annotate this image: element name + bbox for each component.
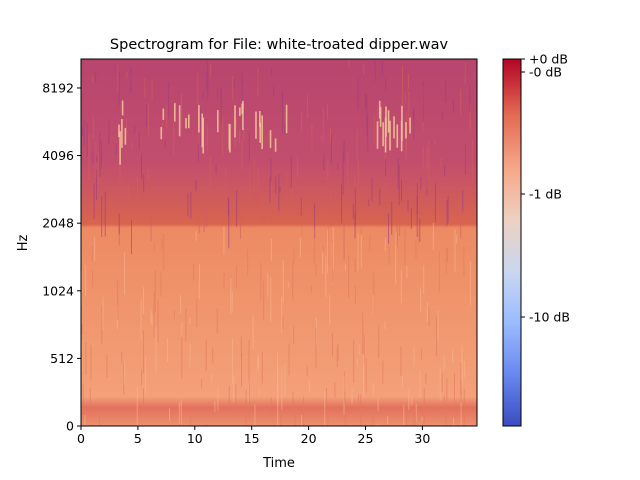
colorbar-gradient bbox=[502, 58, 522, 427]
y-tick-label: 4096 bbox=[42, 148, 74, 163]
x-tick-label: 30 bbox=[414, 431, 430, 446]
x-tick-label: 20 bbox=[301, 431, 317, 446]
colorbar-tick-label: -1 dB bbox=[529, 187, 562, 202]
song-bursts bbox=[118, 100, 411, 165]
x-axis-label: Time bbox=[262, 456, 295, 471]
x-tick-label: 10 bbox=[187, 431, 203, 446]
y-tick-label: 1024 bbox=[42, 283, 74, 298]
colorbar: +0 dB-0 dB -1 dB -10 dB bbox=[502, 52, 570, 427]
chart-title: Spectrogram for File: white-troated dipp… bbox=[110, 37, 449, 53]
colorbar-tick-label: +0 dB bbox=[529, 52, 568, 67]
x-tick-label: 15 bbox=[244, 431, 260, 446]
y-tick-label: 0 bbox=[66, 419, 74, 434]
y-axis-ticks: 0 512 1024 2048 4096 8192 bbox=[42, 80, 81, 434]
plot-area bbox=[81, 59, 477, 426]
x-axis-ticks: 0 5 10 15 20 25 30 bbox=[77, 426, 430, 446]
x-tick-label: 25 bbox=[358, 431, 374, 446]
y-axis-label: Hz bbox=[16, 235, 31, 252]
colorbar-ticks: +0 dB-0 dB -1 dB -10 dB bbox=[521, 52, 570, 325]
y-tick-label: 8192 bbox=[42, 80, 74, 95]
x-tick-label: 0 bbox=[77, 431, 85, 446]
plot-frame bbox=[80, 58, 478, 427]
spectrogram-texture bbox=[81, 59, 477, 426]
x-tick-label: 5 bbox=[134, 431, 142, 446]
colorbar-tick-label: -10 dB bbox=[529, 310, 570, 325]
spectrogram-image bbox=[81, 59, 477, 426]
colorbar-tick-label: -0 dB bbox=[529, 65, 562, 80]
y-tick-label: 2048 bbox=[42, 216, 74, 231]
y-tick-label: 512 bbox=[50, 351, 74, 366]
